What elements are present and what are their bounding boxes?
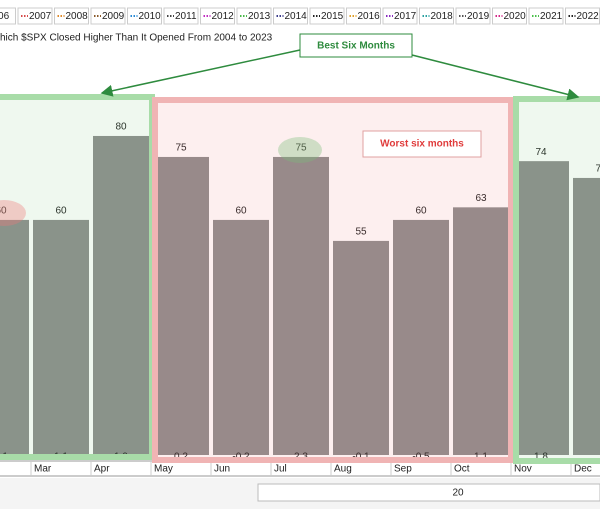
data-label: 75 [175, 143, 187, 154]
data-label: 60 [415, 206, 427, 217]
bar [573, 177, 600, 455]
bar [213, 219, 269, 455]
legend-label: 2015 [321, 11, 344, 22]
bar [453, 207, 509, 455]
slider[interactable] [257, 483, 600, 502]
x-tick-label: May [154, 464, 173, 475]
bar [333, 240, 389, 455]
data-label: 75 [295, 143, 307, 154]
legend-box [492, 7, 527, 25]
legend-box [346, 7, 381, 25]
highlight-ellipse [0, 200, 26, 226]
x-tick-label: Jul [274, 464, 287, 475]
chart-title: hich $SPX Closed Higher Than It Opened F… [0, 33, 273, 44]
data-label: 63 [475, 193, 487, 204]
legend-box [127, 7, 162, 25]
highlight-ellipse [278, 137, 322, 163]
x-tick-label: Nov [514, 464, 532, 475]
worst-box [152, 97, 514, 463]
data-label: 60 [55, 206, 67, 217]
best-box-right [513, 96, 600, 464]
legend-label: 006 [0, 11, 10, 22]
legend-label: 2014 [285, 11, 308, 22]
change-label: 1.8 [534, 452, 548, 463]
bar [153, 156, 209, 455]
arrow [100, 49, 301, 97]
legend-box [528, 7, 564, 25]
legend-box [455, 7, 491, 25]
legend-label: 2019 [467, 11, 490, 22]
data-label: 55 [355, 227, 367, 238]
legend-label: 2017 [394, 11, 417, 22]
bar [393, 219, 449, 455]
legend-box [90, 7, 126, 25]
legend-box [54, 7, 89, 25]
annotation: Best Six Months [317, 41, 395, 52]
legend-label: 2022 [577, 11, 600, 22]
annotation: Worst six months [380, 139, 464, 150]
data-label: 80 [115, 122, 127, 133]
bar [0, 219, 29, 455]
arrow [411, 54, 580, 101]
x-tick-label: Sep [394, 464, 412, 475]
data-label: 70 [595, 164, 600, 175]
data-label: 60 [0, 206, 7, 217]
legend-label: 2020 [504, 11, 527, 22]
legend-box [17, 7, 53, 25]
bar [513, 161, 569, 455]
legend-label: 2010 [139, 11, 162, 22]
x-tick-label: Apr [94, 464, 110, 475]
legend-box [0, 7, 16, 25]
legend-box [382, 7, 418, 25]
legend-box [309, 7, 345, 25]
annotation-box [299, 33, 413, 58]
legend-label: 2013 [248, 11, 271, 22]
legend-label: 2016 [358, 11, 381, 22]
bar [93, 135, 149, 455]
legend-box [200, 7, 235, 25]
legend-label: 2009 [102, 11, 125, 22]
data-label: 74 [535, 147, 547, 158]
legend-box [236, 7, 272, 25]
x-tick-label: Mar [34, 464, 52, 475]
data-label: 60 [235, 206, 247, 217]
bar [273, 156, 329, 455]
x-tick-label: Aug [334, 464, 352, 475]
bar [33, 219, 89, 455]
legend: 006 2007 2008 2009 2010 2011 2012 2013 2014 2015 2… [0, 7, 600, 25]
x-tick-label: Oct [454, 464, 470, 475]
x-tick-label: Jun [214, 464, 230, 475]
legend-label: 2012 [212, 11, 235, 22]
x-tick-label: Dec [574, 464, 592, 475]
best-box-left [0, 94, 155, 460]
legend-label: 2021 [540, 11, 563, 22]
legend-label: 2011 [175, 11, 197, 22]
legend-box [273, 7, 308, 25]
legend-label: 2018 [431, 11, 454, 22]
slider-value: 20 [452, 488, 464, 499]
legend-label: 2007 [29, 11, 52, 22]
annotation-box [362, 130, 482, 158]
legend-box [419, 7, 454, 25]
legend-box [163, 7, 199, 25]
plot-area: 600.1601.1Mar801.9Apr750.2May60-0.2Jun75… [0, 122, 600, 477]
legend-label: 2008 [66, 11, 89, 22]
